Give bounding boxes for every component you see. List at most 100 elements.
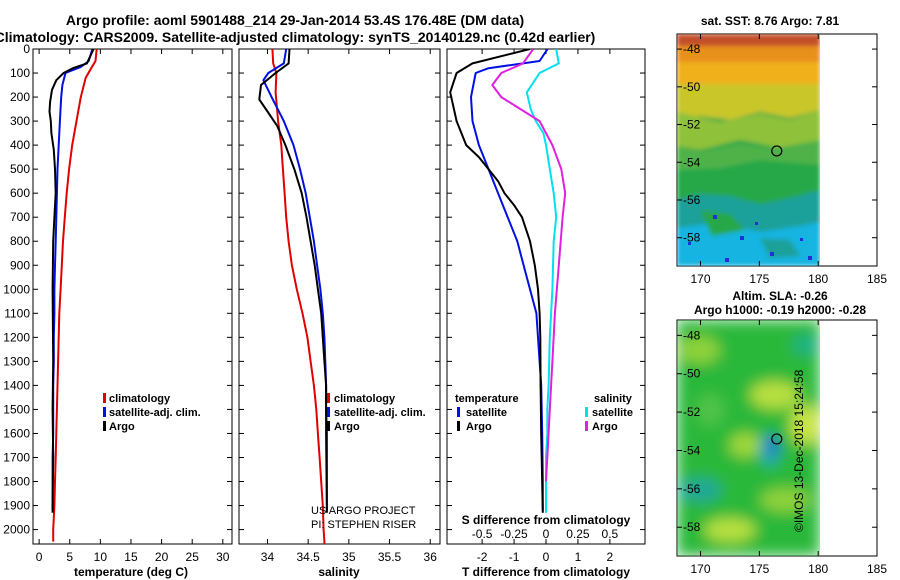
sla_map-ytick-label: -54 [683, 443, 701, 457]
salinity-xlabel: salinity [318, 565, 360, 579]
legend-swatch-satellite [103, 407, 106, 417]
difference-series-salinity-argo [491, 49, 567, 482]
credit-project: US ARGO PROJECT [311, 505, 416, 517]
sla-map-title-line2: Argo h1000: -0.19 h2000: -0.28 [694, 303, 866, 317]
legend-label-climatology: climatology [334, 393, 396, 405]
depth-tick-label: 1700 [3, 450, 30, 464]
sst-map: sat. SST: 8.76 Argo: 7.81 [676, 14, 887, 286]
sla_map-xtick-label: 170 [691, 562, 711, 576]
sst_map-xtick-label: 175 [749, 272, 769, 286]
salinity-panel: 34 34.5 35 35.5 36 salinity climatology sate… [238, 48, 441, 579]
argo-float-marker [771, 145, 783, 157]
sst_map-ytick-label: -52 [683, 118, 701, 132]
sla_map-xtick-label: 175 [749, 562, 769, 576]
temperature-xtick-label: 0 [36, 550, 43, 564]
legend-title-salinity: salinity [594, 393, 633, 405]
salinity-series-argo [258, 49, 328, 513]
legend-swatch-sal-satellite [585, 407, 588, 417]
temperature-panel: 0 5 10 15 20 25 300100200300400500600700800900… [3, 42, 233, 579]
temperature-xtick-label: 15 [124, 550, 138, 564]
legend-swatch-climatology [103, 393, 106, 403]
legend-swatch-satellite [327, 407, 330, 417]
legend-label-temp-satellite: satellite [466, 407, 507, 419]
legend-swatch-argo [103, 421, 106, 431]
sst_map-ytick-label: -48 [683, 42, 701, 56]
depth-tick-label: 0 [23, 42, 30, 56]
difference-legend: temperature satellite Argo salinity sate… [455, 393, 633, 433]
depth-tick-label: 1900 [3, 499, 30, 513]
legend-swatch-sal-argo [585, 421, 588, 431]
salinity-xtick-label: 35.5 [378, 550, 402, 564]
difference-series-temperature-argo [449, 49, 544, 513]
legend-label-climatology: climatology [109, 393, 171, 405]
sla-map-field [677, 320, 820, 556]
temperature-xlabel: temperature (deg C) [74, 565, 188, 579]
legend-label-argo: Argo [334, 421, 360, 433]
sst_map-xtick-label: 170 [691, 272, 711, 286]
salinity-legend: climatology satellite-adj. clim. Argo [327, 393, 426, 433]
depth-tick-label: 400 [10, 138, 30, 152]
legend-label-satellite: satellite-adj. clim. [109, 407, 201, 419]
figure-title-line1: Argo profile: aoml 5901488_214 29-Jan-20… [66, 12, 524, 28]
difference-top-axis-label: S difference from climatology [462, 513, 631, 527]
depth-tick-label: 800 [10, 234, 30, 248]
difference-top-tick-label: 0 [543, 527, 550, 541]
sst-map-field [677, 34, 820, 266]
depth-tick-label: 1300 [3, 354, 30, 368]
sst_map-ytick-label: -54 [683, 155, 701, 169]
temperature-xtick-label: 20 [155, 550, 169, 564]
depth-tick-label: 200 [10, 90, 30, 104]
legend-swatch-argo [327, 421, 330, 431]
temperature-xtick-label: 5 [66, 550, 73, 564]
depth-tick-label: 700 [10, 210, 30, 224]
sst_map-xtick-label: 180 [808, 272, 828, 286]
argo-float-marker [771, 433, 783, 445]
depth-tick-label: 1500 [3, 402, 30, 416]
temperature-legend: climatology satellite-adj. clim. Argo [103, 393, 201, 433]
depth-tick-label: 100 [10, 66, 30, 80]
sst_map-ytick-label: -58 [683, 231, 701, 245]
sla_map-ytick-label: -48 [683, 328, 701, 342]
temperature-xtick-label: 25 [186, 550, 200, 564]
depth-tick-label: 1000 [3, 282, 30, 296]
depth-tick-label: 300 [10, 114, 30, 128]
figure-title-line2: Climatology: CARS2009. Satellite-adjuste… [0, 29, 595, 45]
legend-swatch-temp-satellite [457, 407, 460, 417]
legend-swatch-temp-argo [457, 421, 460, 431]
depth-tick-label: 1400 [3, 378, 30, 392]
difference-panel: -2 -1 0 1 2 T difference from climatology S … [446, 48, 646, 579]
difference-series-salinity-satellite [525, 49, 560, 513]
temperature-axes-frame [32, 48, 233, 545]
sla_map-ytick-label: -50 [683, 367, 701, 381]
legend-label-argo: Argo [109, 421, 135, 433]
depth-tick-label: 600 [10, 186, 30, 200]
difference-xtick-label: -2 [477, 550, 488, 564]
sla_map-ytick-label: -58 [683, 520, 701, 534]
salinity-xtick-label: 34.5 [296, 550, 320, 564]
depth-tick-label: 2000 [3, 523, 30, 537]
sst_map-ytick-label: -50 [683, 80, 701, 94]
legend-label-sal-argo: Argo [592, 421, 618, 433]
salinity-series-climatology [271, 49, 326, 544]
sla_map-ytick-label: -56 [683, 482, 701, 496]
temperature-xtick-label: 10 [94, 550, 108, 564]
legend-label-temp-argo: Argo [466, 421, 492, 433]
salinity-xtick-label: 36 [424, 550, 438, 564]
sla-map-title-line1: Altim. SLA: -0.26 [732, 289, 828, 303]
difference-xlabel: T difference from climatology [462, 565, 630, 579]
salinity-xtick-label: 35 [342, 550, 356, 564]
difference-xtick-label: 0 [543, 550, 550, 564]
depth-tick-label: 1600 [3, 426, 30, 440]
depth-tick-label: 500 [10, 162, 30, 176]
difference-top-tick-label: -0.25 [500, 527, 528, 541]
depth-tick-label: 1800 [3, 475, 30, 489]
sla_map-xtick-label: 185 [867, 562, 887, 576]
difference-top-tick-label: -0.5 [472, 527, 493, 541]
legend-swatch-climatology [327, 393, 330, 403]
legend-label-sal-satellite: satellite [592, 407, 633, 419]
temperature-series-argo [48, 49, 95, 513]
sla_map-xtick-label: 180 [808, 562, 828, 576]
difference-top-tick-label: 0.5 [602, 527, 619, 541]
legend-label-satellite: satellite-adj. clim. [334, 407, 426, 419]
